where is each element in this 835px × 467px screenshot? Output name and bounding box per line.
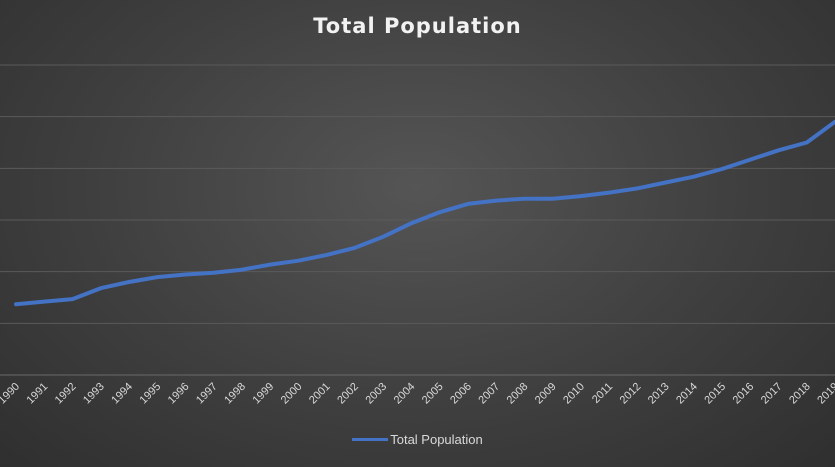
x-tick-label: 2005 [420, 381, 446, 407]
chart-title: Total Population [313, 14, 522, 38]
x-tick-label: 2018 [787, 381, 813, 407]
x-tick-label: 1997 [194, 381, 220, 407]
series-line [14, 119, 835, 307]
x-tick-label: 2014 [674, 381, 700, 407]
x-tick-label: 2004 [392, 381, 418, 407]
x-tick-label: 2016 [731, 381, 757, 407]
x-tick-label: 2006 [448, 381, 474, 407]
legend: Total Population [0, 432, 835, 447]
legend-swatch [352, 438, 389, 441]
x-tick-label: 2015 [702, 381, 728, 407]
legend-label: Total Population [390, 432, 483, 447]
x-tick-label: 1996 [166, 381, 192, 407]
x-tick-label: 1993 [81, 381, 107, 407]
x-tick-label: 2001 [307, 381, 333, 407]
x-tick-label: 2012 [618, 381, 644, 407]
x-tick-label: 2017 [759, 381, 785, 407]
x-tick-label: 2000 [279, 381, 305, 407]
x-tick-label: 2007 [476, 381, 502, 407]
x-tick-label: 2013 [646, 381, 672, 407]
x-tick-label: 2009 [533, 381, 559, 407]
x-tick-label: 2010 [561, 381, 587, 407]
x-tick-label: 2003 [363, 381, 389, 407]
x-tick-label: 1999 [250, 381, 276, 407]
x-tick-label: 2011 [590, 381, 615, 406]
x-tick-label: 2002 [335, 381, 361, 407]
x-tick-label: 1991 [25, 381, 51, 407]
x-tick-label: 1994 [109, 381, 135, 407]
x-tick-label: 2019 [815, 381, 835, 407]
x-tick-label: 1998 [222, 381, 248, 407]
x-tick-label: 1992 [53, 381, 79, 407]
x-tick-label: 1990 [0, 381, 22, 407]
x-tick-label: 1995 [138, 381, 164, 407]
x-tick-label: 2008 [505, 381, 531, 407]
